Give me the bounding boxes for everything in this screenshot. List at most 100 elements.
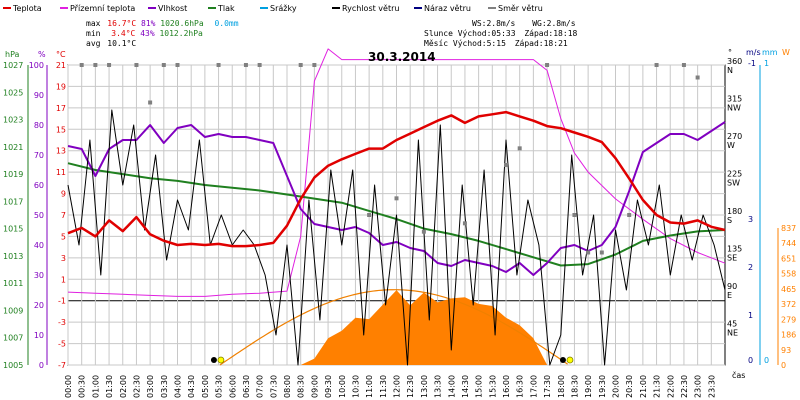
tick-wind-dir: 225 <box>727 170 742 179</box>
wind-dir-point <box>312 63 317 67</box>
tick-wind-dir-name: N <box>727 66 733 75</box>
tick-time: 13:30 <box>434 375 443 398</box>
tick-temperature: 13 <box>56 147 66 156</box>
stats-min-hum: 43% <box>140 29 155 38</box>
axis-label-rain: mm <box>762 48 778 57</box>
tick-pressure: 1023 <box>3 116 23 125</box>
series-temperature <box>67 110 726 248</box>
tick-time: 04:00 <box>174 375 183 398</box>
stats-max-rain: 0.0mm <box>214 19 239 28</box>
tick-pressure: 1021 <box>3 143 23 152</box>
tick-temperature: -5 <box>58 340 66 349</box>
wind-dir-point <box>462 221 467 226</box>
tick-time: 14:30 <box>461 375 470 398</box>
tick-wind-dir-name: SW <box>727 179 740 188</box>
tick-wind-dir: 270 <box>727 132 742 141</box>
sunset-icon <box>566 356 574 364</box>
legend-label: Náraz větru <box>424 4 471 13</box>
tick-wind-dir: 180 <box>727 207 742 216</box>
solar-area <box>300 290 548 365</box>
wind-dir-point <box>243 63 248 67</box>
wind-dir-point <box>79 63 84 67</box>
stats-avg-label: avg <box>86 39 101 48</box>
wind-dir-point <box>394 196 399 201</box>
wind-dir-point <box>107 63 112 67</box>
wind-dir-point <box>161 63 166 67</box>
wind-dir-point <box>134 63 139 67</box>
tick-wind-dir-name: W <box>727 141 735 150</box>
tick-temperature: -7 <box>58 361 66 370</box>
tick-time: 07:30 <box>269 375 278 398</box>
tick-wind-dir-name: S <box>727 216 732 225</box>
astro-panel: WS:2.8m/s WG:2.8m/s Slunce Východ:05:33 … <box>424 19 577 49</box>
wind-dir-point <box>298 63 303 67</box>
tick-time: 20:30 <box>625 375 634 398</box>
tick-time: 04:30 <box>187 375 196 398</box>
wind-dir-point <box>517 146 522 151</box>
tick-humidity: 50 <box>34 211 44 220</box>
stats-min-label: min <box>86 29 101 38</box>
tick-time: 02:30 <box>132 375 141 398</box>
tick-temperature: 11 <box>56 168 66 177</box>
tick-solar: 465 <box>781 285 796 294</box>
tick-solar: 837 <box>781 224 796 233</box>
tick-humidity: 90 <box>34 91 44 100</box>
tick-temperature: 1 <box>61 275 66 284</box>
tick-time: 03:30 <box>160 375 169 398</box>
tick-time: 05:30 <box>215 375 224 398</box>
legend-label: Rychlost větru <box>342 4 399 13</box>
axis-label-hpa: hPa <box>5 50 20 59</box>
tick-time: 05:00 <box>201 375 210 398</box>
tick-temperature: 19 <box>56 82 66 91</box>
tick-pressure: 1011 <box>3 279 23 288</box>
tick-wind-dir-name: NW <box>727 104 741 113</box>
tick-time: 06:00 <box>228 375 237 398</box>
tick-time: 21:30 <box>653 375 662 398</box>
legend-label: Srážky <box>270 4 297 13</box>
tick-temperature: -1 <box>58 297 66 306</box>
tick-wind-dir: 45 <box>727 320 737 329</box>
tick-time: 23:00 <box>694 375 703 398</box>
tick-wind-speed: 3 <box>748 215 753 224</box>
wind-dir-point <box>545 63 550 67</box>
tick-wind-dir-name: E <box>727 291 732 300</box>
wind-dir-point <box>599 250 604 255</box>
tick-time: 09:00 <box>310 375 319 398</box>
sun-set: Západ:18:18 <box>524 29 578 38</box>
stats-max-temp: 16.7°C <box>107 19 137 28</box>
series-ground-temp <box>67 48 726 297</box>
tick-humidity: 100 <box>29 61 44 70</box>
tick-time: 08:00 <box>283 375 292 398</box>
axis-label-humidity: % <box>38 50 46 59</box>
chart-title: 30.3.2014 <box>368 50 436 64</box>
wind-dir-point <box>216 63 221 67</box>
tick-humidity: 10 <box>34 331 44 340</box>
axis-label-wind: m/s <box>746 48 761 57</box>
axis-label-temp: °C <box>56 50 66 59</box>
wind-dir-point <box>654 63 659 67</box>
tick-wind-speed: -1 <box>748 59 756 68</box>
tick-time: 18:00 <box>557 375 566 398</box>
tick-time: 00:00 <box>64 375 73 398</box>
tick-temperature: 15 <box>56 125 66 134</box>
stats-max-label: max <box>86 19 101 28</box>
stats-max-hum: 81% <box>141 19 156 28</box>
stats-min-temp: 3.4°C <box>111 29 136 38</box>
wind-dir-point <box>695 75 700 80</box>
tick-solar: 744 <box>781 239 796 248</box>
tick-time: 17:30 <box>543 375 552 398</box>
tick-time: 09:30 <box>324 375 333 398</box>
tick-time: 13:00 <box>420 375 429 398</box>
tick-time: 07:00 <box>256 375 265 398</box>
moon-icon <box>559 357 566 363</box>
tick-temperature: 9 <box>61 190 66 199</box>
wind-dir-point <box>681 63 686 67</box>
tick-solar: 279 <box>781 315 796 324</box>
tick-wind-dir-name: SE <box>727 254 737 263</box>
tick-solar: 651 <box>781 254 796 263</box>
moon-set: Západ:18:21 <box>514 39 568 48</box>
tick-solar: 93 <box>781 346 791 355</box>
tick-time: 02:00 <box>119 375 128 398</box>
tick-time: 01:30 <box>105 375 114 398</box>
